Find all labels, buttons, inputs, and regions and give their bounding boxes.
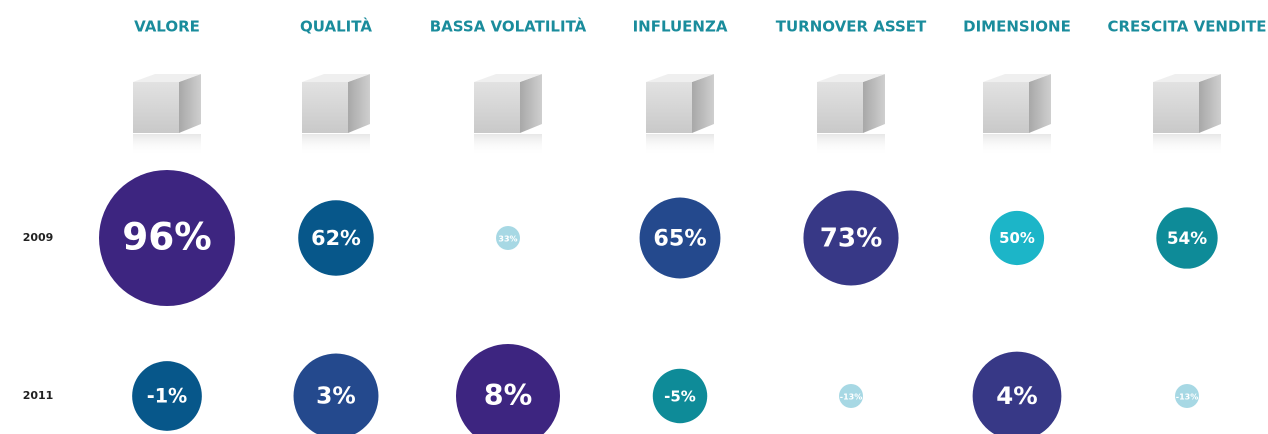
value-label: 8%	[484, 378, 533, 412]
cube-side	[520, 74, 542, 133]
value-label: 3%	[316, 382, 356, 410]
cube-reflection	[474, 134, 542, 156]
cube-side	[179, 74, 201, 133]
value-label: 96%	[122, 215, 212, 259]
cube-side	[1199, 74, 1221, 133]
value-label: -1%	[147, 385, 187, 408]
cube-side	[1029, 74, 1051, 133]
value-label: -5%	[664, 388, 696, 406]
cube-reflection	[302, 134, 370, 156]
cube-reflection	[1153, 134, 1221, 156]
value-label: -13%	[840, 393, 862, 402]
cube-reflection	[133, 134, 201, 156]
cube-front	[474, 82, 520, 133]
cube-side	[348, 74, 370, 133]
cube-reflection	[983, 134, 1051, 156]
column-header: QUALITÀ	[300, 17, 372, 36]
value-label: 50%	[999, 229, 1035, 247]
cube-front	[302, 82, 348, 133]
column-header: INFLUENZA	[633, 18, 728, 36]
column-header: VALORE	[134, 18, 200, 36]
cube-reflection	[817, 134, 885, 156]
cube-front	[1153, 82, 1199, 133]
cube-front	[983, 82, 1029, 133]
value-label: 62%	[311, 226, 361, 250]
cube-front	[133, 82, 179, 133]
value-label: 73%	[820, 224, 883, 254]
column-header: DIMENSIONE	[963, 18, 1071, 36]
cube-side	[692, 74, 714, 133]
value-label: 33%	[498, 235, 517, 244]
year-label: 2011	[23, 389, 54, 402]
cube-reflection	[646, 134, 714, 156]
value-label: 4%	[996, 381, 1037, 410]
column-header: CRESCITA VENDITE	[1107, 18, 1266, 36]
column-header: TURNOVER ASSET	[776, 18, 927, 36]
year-label: 2009	[23, 231, 54, 244]
cube-side	[863, 74, 885, 133]
cube-front	[646, 82, 692, 133]
value-label: 65%	[653, 226, 706, 252]
cube-front	[817, 82, 863, 133]
value-label: -13%	[1176, 393, 1198, 402]
value-label: 54%	[1167, 228, 1207, 248]
chart: VALORE QUALITÀ BASSA VOLATILITÀ INFLUENZA TU…	[0, 0, 1268, 434]
column-header: BASSA VOLATILITÀ	[430, 17, 587, 36]
